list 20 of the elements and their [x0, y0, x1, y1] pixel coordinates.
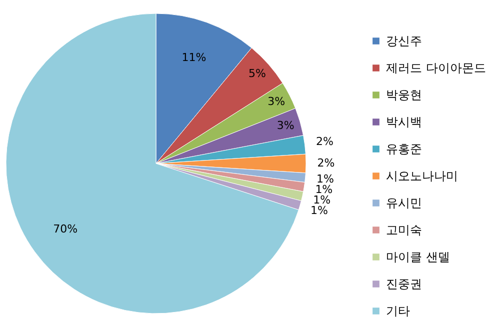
data-label: 11% — [182, 51, 206, 64]
legend-label: 마이클 샌델 — [386, 250, 450, 264]
data-label: 2% — [317, 156, 335, 170]
legend-label: 유홍준 — [386, 142, 422, 156]
legend-label: 고미숙 — [386, 223, 422, 237]
data-label: 2% — [316, 135, 334, 148]
data-label: 1% — [315, 183, 333, 196]
data-label: 1% — [316, 172, 334, 186]
legend-label: 진중권 — [386, 277, 422, 291]
legend-label: 강신주 — [386, 34, 422, 48]
legend-label: 박시백 — [386, 115, 422, 129]
legend-label: 유시민 — [386, 196, 422, 210]
data-label: 3% — [268, 95, 286, 108]
data-label: 70% — [53, 222, 78, 236]
legend-label: 제러드 다이아몬드 — [386, 61, 486, 75]
data-label: 3% — [276, 118, 294, 132]
data-label: 5% — [248, 67, 266, 80]
legend-label: 시오노나나미 — [386, 169, 458, 183]
legend-label: 박웅현 — [386, 88, 422, 102]
legend-label: 기타 — [386, 304, 410, 318]
